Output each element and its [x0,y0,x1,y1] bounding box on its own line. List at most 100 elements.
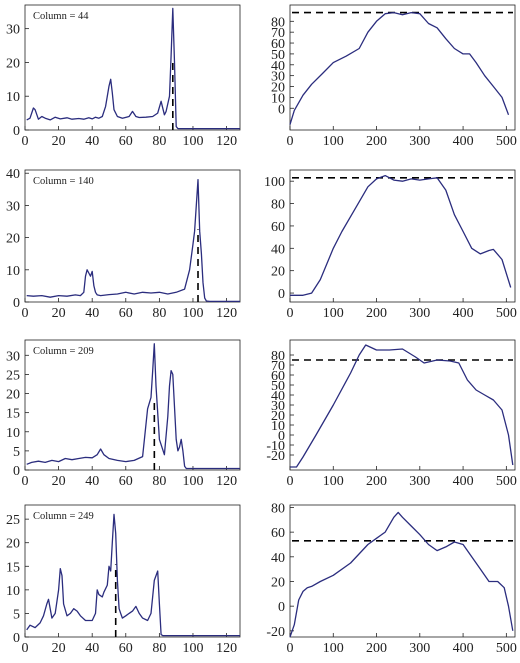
x-tick-label: 300 [409,306,430,321]
x-tick-label: 20 [52,134,66,149]
y-tick-label: 60 [271,526,285,541]
x-tick-label: 500 [496,641,517,656]
x-tick-label: 60 [119,474,133,489]
y-tick-label: 10 [6,264,20,279]
series-line [26,179,240,303]
y-axis-ticks: 0 20 40 60 80 100 [264,175,294,302]
x-tick-label: 400 [453,306,474,321]
series-line [26,7,240,130]
y-tick-label: 20 [6,56,20,71]
column-annotation: Column = 140 [33,176,94,187]
panel-3: 0 20 40 60 80 100 120 0 10 20 30 40 Column = 140 [6,167,241,321]
x-tick-label: 0 [287,306,294,321]
y-tick-label: 20 [271,409,285,424]
plot-frame [289,504,516,638]
y-tick-label: 10 [6,90,20,105]
y-tick-label: 5 [13,607,20,622]
plot-frame [289,4,516,131]
panel-4: 0 100 200 300 400 500 0 20 40 60 80 100 [264,169,517,321]
x-tick-label: 20 [52,306,66,321]
series-line [290,344,514,468]
series-line [26,513,240,637]
x-tick-label: 40 [85,474,99,489]
y-tick-label: 30 [271,70,285,85]
x-tick-label: 60 [119,134,133,149]
plot-frame [24,504,241,638]
y-tick-label: 10 [271,419,285,434]
x-tick-label: 100 [323,474,344,489]
x-tick-label: 40 [85,134,99,149]
panel-7: 0 20 40 60 80 100 120 0 5 10 15 20 25 Column = 249 [6,504,241,656]
y-tick-label: 60 [271,369,285,384]
y-tick-label: 50 [271,48,285,63]
y-tick-label: 30 [6,199,20,214]
y-tick-label: 20 [6,232,20,247]
y-tick-label: 5 [13,445,20,460]
y-tick-label: 0 [278,429,285,444]
x-tick-label: 400 [453,474,474,489]
y-tick-label: 50 [271,379,285,394]
x-axis-ticks: 0 100 200 300 400 500 [287,126,517,149]
x-tick-label: 200 [366,134,387,149]
x-tick-label: 400 [453,134,474,149]
series-line [290,174,512,296]
y-tick-label: 10 [6,584,20,599]
x-tick-label: 120 [216,306,237,321]
y-tick-label: 40 [271,59,285,74]
x-tick-label: 0 [22,134,29,149]
y-axis-ticks: -20 0 20 40 60 80 [266,501,294,640]
y-tick-label: 10 [6,426,20,441]
x-tick-label: 60 [119,641,133,656]
y-tick-label: 80 [271,349,285,364]
x-axis-ticks: 0 20 40 60 80 100 120 [22,126,237,149]
x-axis-ticks: 0 100 200 300 400 500 [287,466,517,489]
plot-frame [24,4,241,131]
y-axis-ticks: 0 5 10 15 20 25 [6,513,29,646]
y-axis-ticks: 0 10 20 30 [6,23,29,139]
x-tick-label: 100 [182,134,203,149]
x-tick-label: 500 [496,474,517,489]
series-line [289,11,510,125]
y-tick-label: 40 [271,389,285,404]
y-tick-label: 0 [13,464,20,479]
y-tick-label: 70 [271,359,285,374]
column-annotation: Column = 44 [33,11,89,22]
x-tick-label: 100 [182,306,203,321]
x-tick-label: 200 [366,474,387,489]
x-tick-label: 20 [52,474,66,489]
y-tick-label: 80 [271,15,285,30]
x-tick-label: 400 [453,641,474,656]
y-tick-label: 40 [271,551,285,566]
y-tick-label: 40 [271,242,285,257]
column-annotation: Column = 249 [33,511,94,522]
y-tick-label: 80 [271,198,285,213]
y-tick-label: 20 [6,537,20,552]
x-tick-label: 80 [152,306,166,321]
y-tick-label: -20 [266,625,285,640]
x-tick-label: 300 [409,641,430,656]
y-tick-label: 80 [271,501,285,516]
x-axis-ticks: 0 100 200 300 400 500 [287,298,517,321]
y-tick-label: 30 [6,349,20,364]
y-tick-label: 15 [6,407,20,422]
y-tick-label: 0 [13,124,20,139]
y-tick-label: 60 [271,37,285,52]
x-tick-label: 100 [323,306,344,321]
x-axis-ticks: 0 20 40 60 80 100 120 [22,466,237,489]
y-tick-label: 20 [271,265,285,280]
x-tick-label: 40 [85,306,99,321]
x-tick-label: 500 [496,306,517,321]
panel-1: 0 20 40 60 80 100 120 0 10 20 30 Column = 44 [6,4,241,149]
plot-frame [289,169,516,303]
x-tick-label: 40 [85,641,99,656]
x-tick-label: 100 [182,641,203,656]
y-tick-label: 25 [6,513,20,528]
x-tick-label: 120 [216,474,237,489]
x-tick-label: 80 [152,474,166,489]
x-tick-label: 120 [216,641,237,656]
x-tick-label: 100 [323,134,344,149]
